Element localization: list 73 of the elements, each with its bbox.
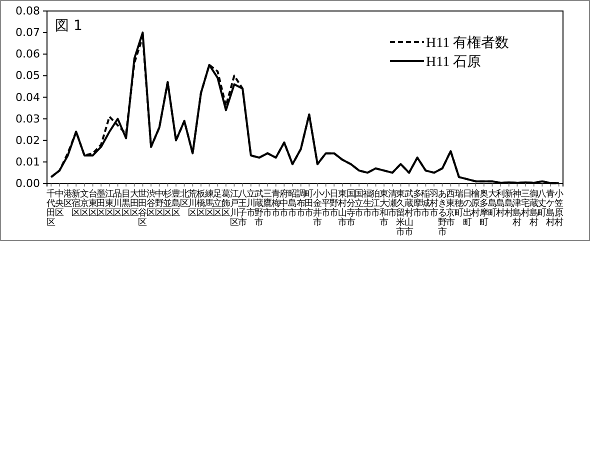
x-tick-label: 北区: [180, 188, 189, 209]
x-tick-label: 大島町: [488, 188, 497, 218]
x-tick-label: 昭島市: [288, 188, 298, 218]
x-tick-label: 町田市: [304, 190, 314, 218]
x-tick-label: 板橋区: [195, 188, 206, 218]
x-tick-label: 目黒区: [122, 190, 131, 218]
x-tick-label: 荒川区: [188, 188, 198, 218]
x-tick-label: 国分寺市: [346, 190, 356, 228]
x-tick-label: 八丈町: [538, 188, 547, 218]
x-tick-label: 新島村: [503, 188, 514, 218]
x-tick-label: 瑞穂町: [454, 188, 464, 218]
x-tick-label: 東久留米市: [396, 188, 406, 238]
x-tick-label: 神津島村: [512, 188, 522, 228]
x-tick-label: 日の出町: [462, 190, 472, 228]
y-tick-label: 0.02: [16, 134, 40, 147]
text: 図 1: [55, 18, 82, 34]
y-tick-label: 0.05: [16, 69, 40, 82]
x-tick-label: 羽村市: [428, 188, 438, 218]
x-tick-label: 福生市: [362, 188, 372, 218]
y-tick-label: 0.00: [16, 177, 40, 190]
x-tick-label: 武蔵野市: [254, 188, 264, 228]
x-tick-label: 立川市: [246, 188, 256, 218]
x-tick-label: あきる野市: [438, 190, 447, 238]
y-tick-label: 0.07: [16, 26, 40, 40]
x-tick-label: 檜原村: [470, 188, 480, 218]
x-tick-label: 利島村: [495, 188, 506, 218]
y-tick-label: 0.08: [16, 4, 40, 18]
x-tick-label: 葛飾区: [221, 188, 230, 218]
x-tick-label: 東大和市: [380, 188, 389, 228]
x-tick-label: 国立市: [354, 190, 364, 218]
y-tick-label: 0.01: [16, 155, 40, 168]
x-tick-label: 中野区: [154, 188, 164, 218]
x-tick-label: 豊島区: [172, 188, 180, 218]
x-tick-label: 青梅市: [270, 188, 280, 218]
x-tick-label: 杉並区: [162, 188, 172, 218]
x-tick-label: 府中市: [280, 188, 289, 218]
x-tick-label: 中央区: [54, 188, 64, 218]
x-tick-label: 江東区: [104, 188, 114, 218]
x-tick-label: 狛江市: [371, 188, 380, 218]
x-tick-label: 品川区: [113, 188, 122, 218]
x-tick-label: 小笠原村: [553, 188, 564, 228]
x-tick-label: 千代田区: [46, 188, 56, 228]
x-tick-label: 足立区: [213, 188, 222, 218]
x-tick-label: 清瀬市: [388, 188, 397, 218]
legend-label: H11 石原: [426, 55, 482, 70]
x-tick-label: 奥多摩町: [479, 188, 488, 228]
legend-label: H11 有権者数: [426, 35, 510, 51]
x-tick-label: 文京区: [80, 188, 89, 218]
x-tick-label: 墨田区: [96, 188, 106, 218]
y-tick-label: 0.04: [16, 90, 40, 104]
x-tick-label: 調布市: [296, 188, 306, 218]
x-tick-label: 三宅村: [520, 190, 530, 218]
x-tick-label: 稲城市: [420, 190, 430, 218]
x-tick-label: 日野市: [330, 190, 339, 218]
x-tick-label: 台東区: [88, 188, 98, 218]
x-tick-label: 武蔵村山市: [404, 188, 414, 238]
x-tick-label: 江戸川区: [230, 188, 239, 228]
x-tick-label: 練馬区: [204, 188, 214, 218]
x-tick-label: 青ケ島村: [545, 188, 556, 228]
x-tick-label: 御蔵島村: [528, 188, 538, 228]
y-tick-label: 0.03: [16, 112, 40, 126]
x-tick-label: 小平市: [321, 188, 330, 218]
x-tick-label: 新宿区: [72, 188, 81, 218]
x-tick-label: 西東京市: [446, 190, 456, 228]
x-tick-label: 港区: [63, 188, 72, 209]
x-tick-label: 大田区: [130, 188, 139, 218]
x-tick-label: 渋谷区: [146, 188, 156, 218]
x-tick-label: 八王子市: [238, 188, 248, 228]
x-tick-label: 世田谷区: [138, 188, 148, 228]
x-tick-label: 多摩市: [412, 188, 422, 218]
y-tick-label: 0.06: [16, 48, 40, 61]
x-tick-label: 三鷹市: [263, 190, 272, 218]
x-tick-label: 小金井市: [312, 188, 322, 228]
